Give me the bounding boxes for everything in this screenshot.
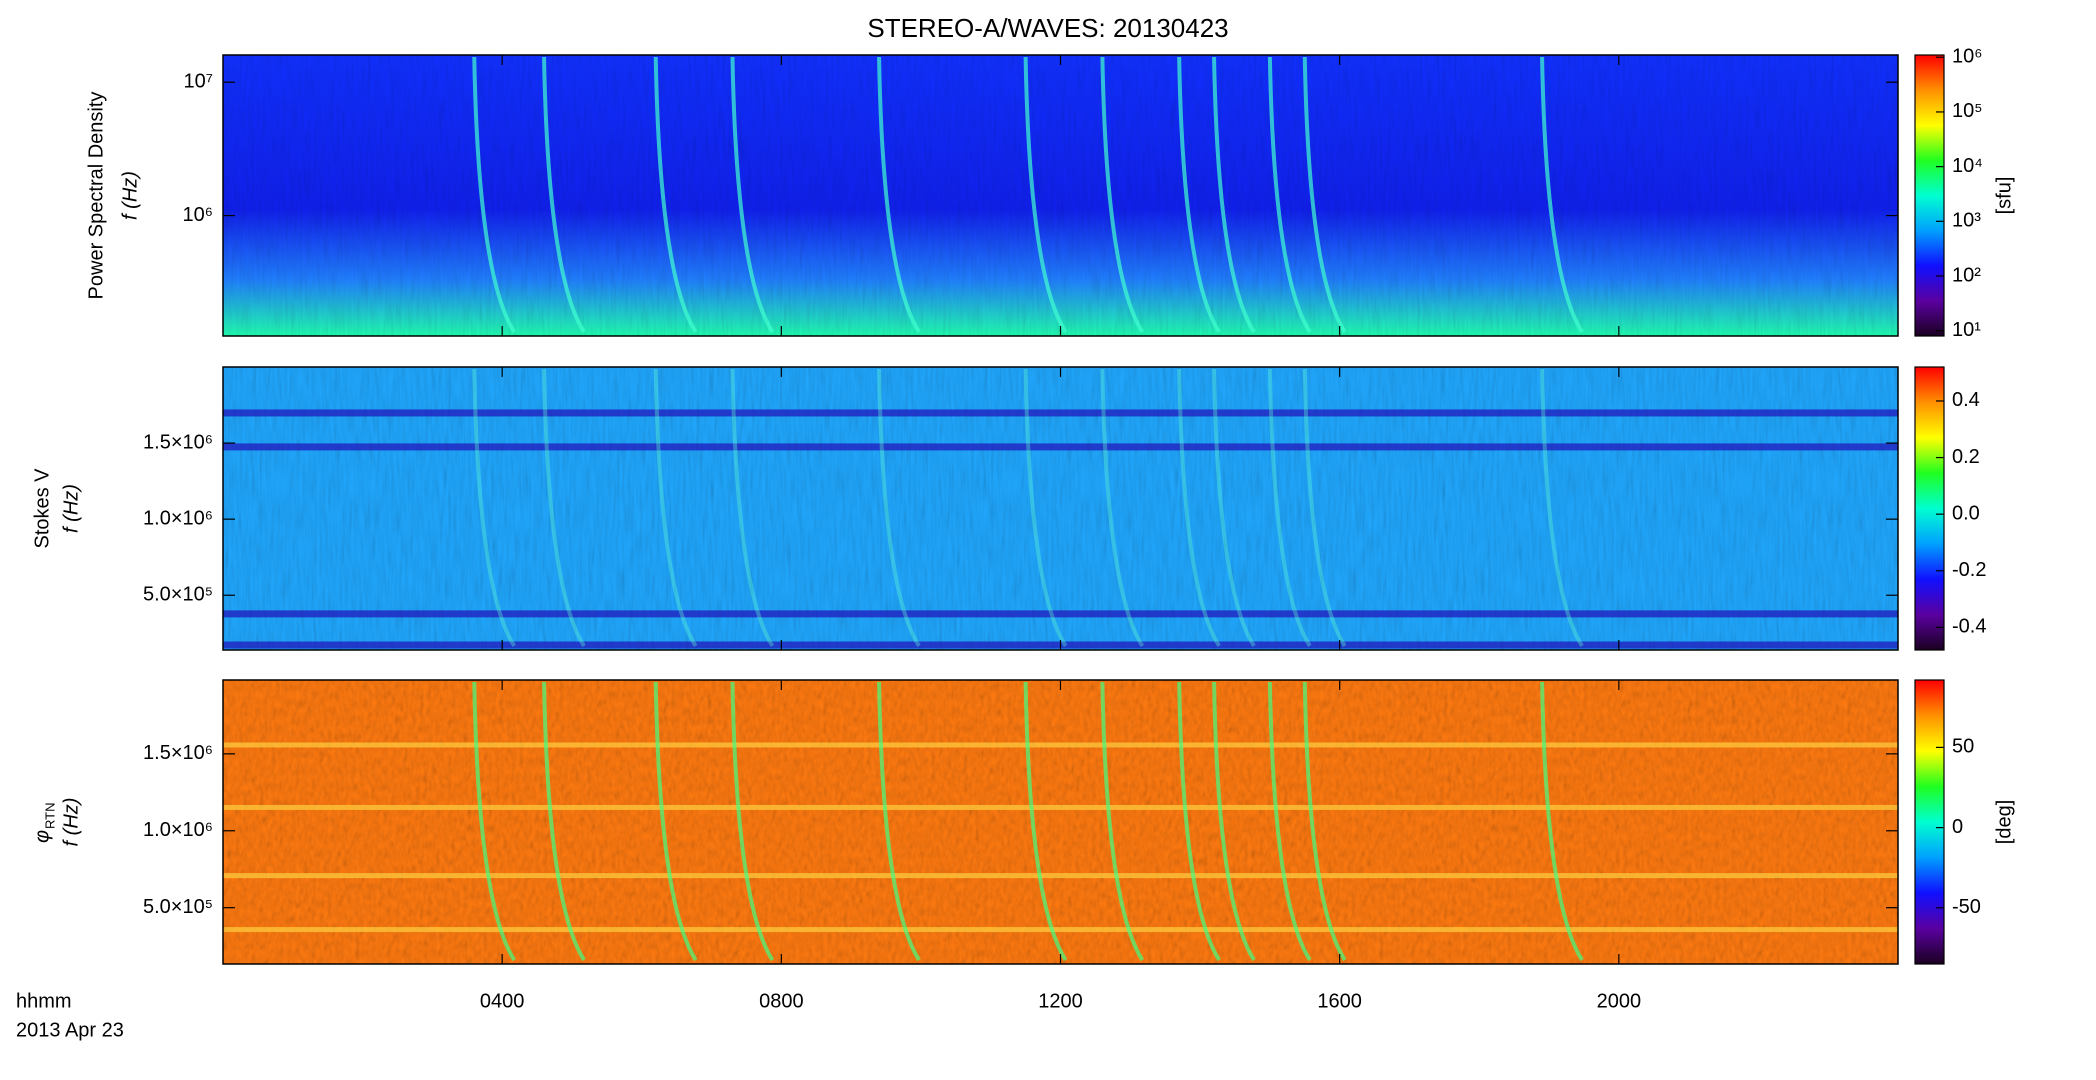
burst [1540, 681, 1584, 962]
colorbar [1914, 366, 1945, 651]
spectrogram-band [223, 742, 1898, 748]
burst [730, 681, 775, 962]
burst [1212, 681, 1256, 962]
burst [653, 56, 698, 334]
burst [877, 56, 921, 334]
burst [1100, 368, 1145, 648]
colorbar-tick-label: 50 [1952, 736, 1974, 758]
burst [472, 56, 516, 334]
spectrogram-band [223, 804, 1898, 810]
y-label: φ [31, 830, 53, 843]
y-tick-label: 1.5×10⁶ [143, 742, 213, 764]
x-tick-label: 2000 [1597, 990, 1642, 1012]
colorbar-tick-label: 10⁵ [1952, 100, 1983, 122]
burst [730, 368, 775, 648]
burst [1267, 56, 1312, 334]
burst [1302, 681, 1347, 962]
x-tick-label: 1200 [1038, 990, 1083, 1012]
y-label: f (Hz) [119, 171, 141, 220]
spectrogram-band [223, 610, 1898, 618]
burst [653, 681, 698, 962]
spectrogram-band [223, 409, 1898, 417]
burst [1302, 56, 1347, 334]
spectrogram-band [223, 873, 1898, 879]
x-tick-label: 1600 [1317, 990, 1362, 1012]
spectrogram-band [223, 443, 1898, 451]
spectrogram-texture [223, 55, 1898, 336]
y-tick-label: 5.0×10⁵ [143, 584, 213, 606]
burst [1023, 368, 1068, 648]
chart-title: STEREO-A/WAVES: 20130423 [867, 13, 1228, 43]
colorbar-tick-label: 0 [1952, 816, 1963, 838]
burst [877, 681, 921, 962]
y-tick-label: 10⁶ [183, 204, 213, 226]
colorbar-tick-label: -0.4 [1952, 616, 1986, 638]
colorbar [1914, 54, 1945, 337]
burst [1212, 56, 1256, 334]
spectrogram-band [223, 927, 1898, 933]
colorbar-tick-label: 10⁴ [1952, 155, 1983, 177]
colorbar-label: [sfu] [1993, 177, 2015, 215]
burst [1212, 368, 1256, 648]
colorbar-tick-label: 10² [1952, 264, 1981, 286]
colorbar-tick-label: 10³ [1952, 210, 1981, 232]
y-tick-label: 1.0×10⁶ [143, 507, 213, 529]
burst [1540, 368, 1584, 648]
burst [1177, 368, 1221, 648]
burst [1100, 681, 1145, 962]
y-label: f (Hz) [60, 484, 82, 533]
x-tick-label: 0800 [759, 990, 804, 1012]
y-label: Stokes V [31, 468, 53, 549]
burst [1302, 368, 1347, 648]
burst [542, 56, 586, 334]
burst [1177, 56, 1221, 334]
spectrogram-texture [223, 680, 1898, 964]
x-unit-label: hhmm [16, 990, 72, 1012]
colorbar-tick-label: 0.0 [1952, 502, 1980, 524]
burst [1177, 681, 1221, 962]
burst [730, 56, 775, 334]
y-tick-label: 1.0×10⁶ [143, 819, 213, 841]
colorbar [1914, 679, 1945, 965]
burst [1267, 681, 1312, 962]
burst [877, 368, 921, 648]
colorbar-tick-label: 10⁶ [1952, 46, 1982, 68]
date-label: 2013 Apr 23 [16, 1019, 124, 1041]
colorbar-tick-label: 10¹ [1952, 319, 1981, 341]
burst [1267, 368, 1312, 648]
burst [1100, 56, 1145, 334]
colorbar-tick-label: 0.2 [1952, 446, 1980, 468]
y-tick-label: 5.0×10⁵ [143, 896, 213, 918]
burst [653, 368, 698, 648]
y-label: Power Spectral Density [85, 92, 107, 300]
colorbar-label: [deg] [1993, 800, 2015, 844]
x-tick-label: 0400 [480, 990, 525, 1012]
burst [472, 368, 516, 648]
y-label-subscript: RTN [42, 803, 57, 829]
colorbar-tick-label: -0.2 [1952, 559, 1986, 581]
burst [542, 368, 586, 648]
burst [1023, 56, 1068, 334]
burst [472, 681, 516, 962]
y-tick-label: 1.5×10⁶ [143, 431, 213, 453]
colorbar-tick-label: -50 [1952, 896, 1981, 918]
burst [1540, 56, 1584, 334]
colorbar-tick-label: 0.4 [1952, 389, 1980, 411]
y-tick-label: 10⁷ [184, 71, 213, 93]
y-label: f (Hz) [60, 798, 82, 847]
burst [1023, 681, 1068, 962]
burst [542, 681, 586, 962]
